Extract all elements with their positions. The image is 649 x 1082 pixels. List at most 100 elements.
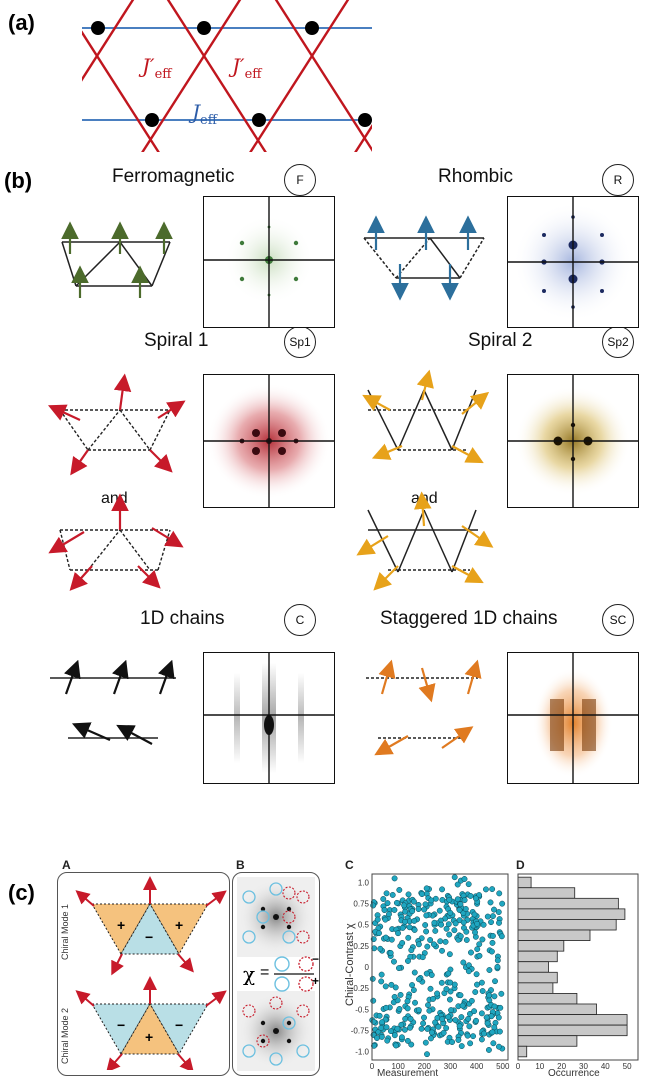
scatter-point-384 — [443, 1025, 450, 1032]
diffraction-ferromagnetic — [203, 196, 335, 328]
scatter-ytick-4: 0 — [365, 963, 370, 972]
scatter-point-154 — [406, 924, 413, 931]
scatter-point-56 — [422, 901, 429, 908]
hist-xtick-0: 0 — [516, 1062, 521, 1071]
hist-bar-16 — [517, 1045, 528, 1058]
scatter-point-141 — [452, 920, 459, 927]
scatter-point-413 — [407, 1024, 413, 1031]
scatter-xtick-4: 400 — [470, 1062, 484, 1071]
scatter-point-186 — [432, 927, 439, 934]
staggered-chains-spins — [366, 659, 482, 756]
scatter-point-251 — [415, 976, 422, 983]
diffraction-spiral2 — [507, 374, 639, 508]
hist-bar-14 — [517, 1024, 628, 1037]
scatter-point-443 — [404, 1037, 411, 1044]
lattice-sites — [91, 21, 372, 127]
ferromagnetic-spins — [61, 221, 173, 298]
scatter-point-73 — [495, 909, 502, 915]
scatter-point-446 — [371, 1042, 377, 1049]
scatter-point-442 — [393, 1042, 399, 1049]
scatter-point-12 — [405, 891, 412, 898]
scatter-point-85 — [489, 913, 496, 920]
chiral-plus-1: + — [117, 917, 126, 933]
hist-bar-10 — [517, 982, 554, 994]
scatter-point-368 — [439, 1016, 446, 1023]
scatter-point-268 — [388, 981, 395, 988]
scatter-point-202 — [489, 939, 496, 946]
scatter-point-366 — [484, 1020, 491, 1027]
scatter-point-220 — [494, 957, 501, 964]
scatter-point-418 — [391, 1032, 398, 1039]
hist-xlabel: Occurrence — [548, 1068, 600, 1079]
scatter-point-254 — [445, 970, 452, 977]
scatter-point-156 — [480, 921, 487, 928]
spin-structure-drawings — [48, 215, 494, 756]
scatter-point-114 — [456, 907, 463, 913]
scatter-point-182 — [405, 934, 412, 941]
scatter-point-346 — [483, 1014, 490, 1021]
scatter-point-286 — [404, 998, 411, 1005]
scatter-point-173 — [472, 929, 478, 936]
scatter-point-18 — [496, 890, 503, 897]
scatter-point-87 — [415, 906, 422, 913]
measured-patterns-panel — [232, 872, 320, 1076]
scatter-point-221 — [446, 951, 453, 958]
scatter-point-339 — [465, 1015, 472, 1022]
chiral-mode-1-label: Chiral Mode 1 — [60, 903, 70, 960]
chi-symbol: χ — [243, 962, 256, 986]
scatter-point-42 — [487, 899, 494, 906]
scatter-point-343 — [495, 1014, 502, 1021]
scatter-point-316 — [404, 1005, 411, 1012]
scatter-point-447 — [485, 1047, 492, 1053]
scatter-point-116 — [447, 909, 454, 916]
1d-chains-spins — [50, 659, 176, 745]
mode-badge-r: R — [602, 164, 634, 196]
spiral1-spins — [48, 373, 186, 591]
panel-label-b: (b) — [4, 168, 33, 193]
hist-bar-0 — [517, 876, 532, 889]
scatter-point-112 — [462, 906, 469, 912]
scatter-point-244 — [369, 975, 376, 982]
scatter-point-58 — [461, 897, 468, 904]
scatter-point-325 — [471, 1008, 478, 1015]
scatter-point-158 — [382, 916, 389, 923]
jeff-label: Jeff — [192, 100, 217, 128]
mode-badge-sp1: Sp1 — [284, 326, 316, 358]
scatter-point-420 — [491, 1024, 498, 1031]
chiral-plus-2: + — [175, 917, 184, 933]
scatter-point-241 — [428, 972, 435, 978]
scatter-point-327 — [415, 1007, 422, 1014]
scatter-point-258 — [409, 982, 416, 988]
scatter-point-448 — [424, 1051, 430, 1058]
hist-frame — [517, 873, 639, 1061]
scatter-point-287 — [491, 993, 498, 1000]
scatter-point-410 — [456, 1023, 463, 1030]
scatter-point-421 — [489, 1029, 496, 1036]
diffraction-rhombic — [507, 196, 639, 328]
scatter-point-191 — [476, 941, 483, 948]
scatter-point-217 — [419, 954, 426, 961]
scatter-point-234 — [460, 959, 467, 966]
scatter-point-57 — [370, 902, 377, 909]
hist-xtick-1: 10 — [535, 1062, 544, 1071]
hist-bar-1 — [517, 887, 576, 899]
scatter-point-438 — [384, 1037, 391, 1044]
scatter-point-169 — [498, 933, 505, 940]
scatter-point-362 — [402, 1015, 409, 1022]
chiral-triangles — [75, 876, 227, 1070]
hist-xtick-3: 30 — [579, 1062, 588, 1071]
scatter-point-372 — [376, 1012, 383, 1019]
scatter-point-356 — [420, 1020, 427, 1027]
scatter-point-310 — [497, 1004, 504, 1011]
scatter-ticks: 1.00.750.50.250-0.25-0.5-0.75-1.00 100 200… — [351, 878, 510, 1071]
scatter-point-397 — [378, 1024, 385, 1031]
scatter-point-69 — [410, 898, 417, 905]
scatter-point-307 — [425, 1002, 431, 1009]
scatter-point-435 — [449, 1039, 456, 1045]
scatter-point-74 — [436, 907, 443, 914]
jeff-prime-label-right: J′eff — [232, 54, 262, 82]
scatter-point-432 — [374, 1035, 380, 1041]
scatter-point-10 — [383, 890, 390, 897]
scatter-point-3 — [391, 875, 398, 882]
triangular-lattice-diagram — [82, 0, 372, 152]
